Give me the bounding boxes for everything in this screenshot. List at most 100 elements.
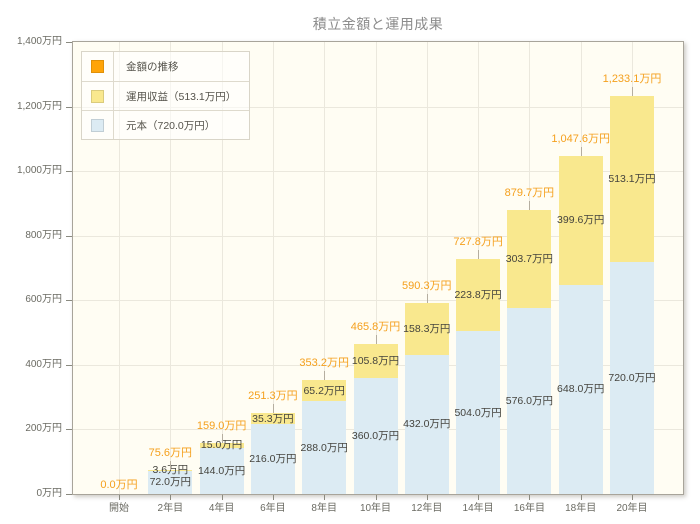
total-value-label: 251.3万円 [248,389,298,402]
bar-group: 288.0万円 65.2万円 353.2万円 [274,42,374,494]
total-value-label: 159.0万円 [196,419,247,432]
bar-group: 576.0万円 303.7万円 879.7万円 [479,42,579,494]
legend-label: 運用収益（513.1万円） [126,90,237,103]
x-axis-tick-label: 20年目 [616,503,648,514]
x-axis-tick-label: 6年目 [260,503,286,514]
bar-group: 504.0万円 223.8万円 727.8万円 [428,42,528,494]
gridline-horizontal [73,235,683,237]
yield-value-label: 158.3万円 [403,322,451,335]
yield-value-label: 399.6万円 [557,214,605,227]
total-leader-line [324,370,326,380]
bar-yield-segment [302,379,347,402]
x-axis-tick-mark [478,495,480,500]
legend-swatch-cell [82,82,114,110]
total-value-label: 353.2万円 [299,356,349,369]
principal-value-label: 432.0万円 [403,418,451,431]
total-leader-line [272,403,274,413]
total-leader-line [529,200,531,210]
y-axis-tick-label: 1,000万円 [16,165,62,177]
x-axis-tick-mark [221,495,223,500]
y-axis-tick-label: 0万円 [36,488,62,499]
y-axis-tick-mark [66,171,72,173]
total-leader-line [221,433,223,443]
bar-yield-segment [148,469,193,471]
bar-principal-segment [148,470,193,494]
total-leader-line [375,334,377,344]
x-axis-tick-label: 10年目 [359,503,392,514]
total-value-label: 75.6万円 [148,446,192,459]
x-axis-tick-mark [324,495,326,500]
gridline-vertical [272,42,274,494]
y-axis-tick-mark [66,494,72,495]
x-axis-tick-label: 開始 [109,503,129,514]
x-axis-tick-mark [272,495,274,500]
x-axis-tick-label: 18年目 [565,503,597,514]
total-leader-line [478,250,480,260]
bar-yield-segment [507,209,552,309]
principal-value-label: 720.0万円 [608,371,656,384]
bar-principal-segment [250,424,295,494]
gridline-vertical [426,42,428,494]
y-axis-tick-label: 400万円 [25,358,62,370]
bar-yield-segment [250,412,295,425]
total-leader-line [170,460,172,470]
bar-group: 648.0万円 399.6万円 1,047.6万円 [531,42,631,494]
total-leader-line [580,146,582,156]
x-axis-tick-mark [529,495,531,500]
y-axis-tick-mark [66,364,72,366]
x-axis-tick-label: 2年目 [157,503,184,514]
yield-value-label: 105.8万円 [351,354,400,367]
bar-group: 216.0万円 35.3万円 251.3万円 [223,42,323,494]
bar-group: 360.0万円 105.8万円 465.8万円 [326,42,426,494]
y-axis-tick-label: 600万円 [25,294,62,306]
y-axis-tick-label: 1,200万円 [16,100,62,112]
x-axis-tick-label: 14年目 [462,503,494,514]
y-axis-tick-mark [66,300,72,302]
x-axis-tick-mark [119,495,120,500]
x-axis-tick-mark [632,495,633,500]
legend-swatch-principal_fill [91,118,104,132]
gridline-vertical [375,42,377,494]
plot-area: 0.0万円 72.0万円 3.6万円 75.6万円 144.0万円 15.0万円 159.0… [72,41,684,495]
y-axis-tick-mark [66,235,72,237]
total-value-label: 727.8万円 [453,236,503,249]
chart-title: 積立金額と運用成果 [312,16,444,32]
legend-swatch-yield_fill [91,89,104,103]
total-value-label: 590.3万円 [402,280,452,293]
x-axis-tick-mark [580,495,582,500]
gridline-horizontal [73,171,683,173]
gridline-horizontal [73,300,683,302]
bar-yield-segment [404,303,449,355]
total-leader-line [632,86,633,96]
bar-principal-segment [558,284,603,494]
bar-group: 720.0万円 513.1万円 1,233.1万円 [582,42,682,494]
bar-yield-segment [610,95,654,262]
total-leader-line [426,294,428,304]
yield-value-label: 65.2万円 [303,384,345,397]
legend-label: 元本（720.0万円） [126,119,216,132]
principal-value-label: 216.0万円 [249,453,297,466]
bar-principal-segment [507,308,552,494]
principal-value-label: 72.0万円 [149,476,192,489]
principal-value-label: 144.0万円 [197,464,246,477]
principal-value-label: 288.0万円 [300,441,348,454]
total-value-label: 465.8万円 [350,320,401,333]
bar-group: 144.0万円 15.0万円 159.0万円 [172,42,272,494]
y-axis-tick-mark [66,42,72,43]
bar-yield-segment [353,343,398,378]
bar-principal-segment [302,401,347,494]
total-value-label: 1,047.6万円 [551,132,611,145]
yield-value-label: 513.1万円 [608,172,656,185]
y-axis-tick-mark [66,429,72,431]
x-axis-tick-label: 16年目 [513,503,545,514]
bar-yield-segment [558,155,603,285]
bar-yield-segment [199,442,244,448]
total-value-label: 879.7万円 [504,186,555,199]
principal-value-label: 576.0万円 [505,395,554,408]
legend-row: 元本（720.0万円） [82,110,249,139]
legend-swatch-cell [82,111,114,139]
yield-value-label: 15.0万円 [200,439,243,452]
gridline-vertical [324,42,326,494]
bar-principal-segment [199,447,244,494]
